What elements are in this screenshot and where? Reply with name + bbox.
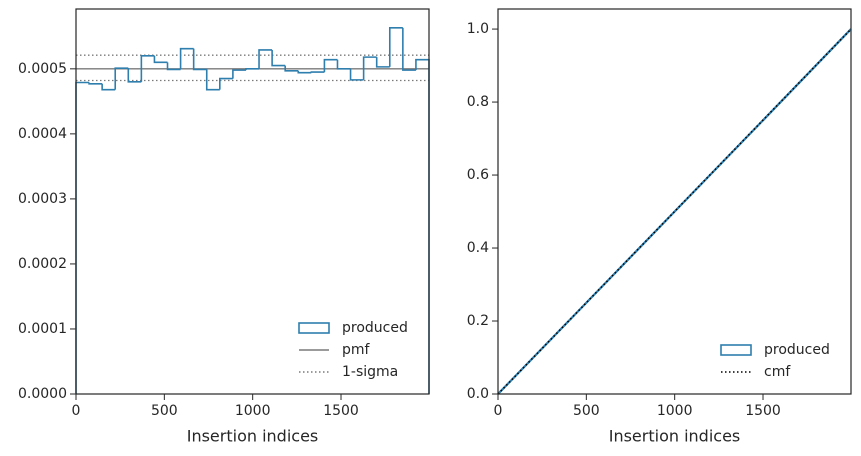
histogram-step — [219, 77, 233, 90]
x-tick-label: 1000 — [657, 403, 693, 419]
y-tick-label: 0.0000 — [18, 386, 67, 402]
histogram-step — [101, 83, 116, 91]
x-tick-label: 500 — [151, 403, 178, 419]
legend-label: produced — [342, 320, 408, 336]
line — [497, 28, 852, 395]
legend-swatch — [720, 344, 752, 356]
histogram-step — [205, 69, 220, 91]
legend-label: cmf — [764, 364, 791, 380]
histogram-step — [415, 58, 430, 394]
y-tick-label: 0.0004 — [18, 126, 67, 142]
y-tick-label: 0.0001 — [18, 321, 67, 337]
y-tick-label: 1.0 — [467, 21, 489, 37]
histogram-step — [310, 71, 325, 73]
x-tick-label: 1000 — [235, 403, 271, 419]
histogram-step — [271, 49, 286, 67]
y-tick-label: 0.8 — [467, 94, 489, 110]
y-tick-label: 0.4 — [467, 240, 489, 256]
axes-frame — [497, 8, 852, 395]
histogram-step — [114, 67, 129, 90]
histogram-step — [140, 55, 155, 82]
histogram-step — [75, 81, 90, 394]
histogram-step — [179, 47, 194, 70]
x-tick-label: 0 — [494, 403, 503, 419]
histogram-step — [375, 57, 390, 68]
axes-frame — [75, 8, 430, 395]
histogram-step — [166, 62, 181, 71]
legend-label: 1-sigma — [342, 364, 398, 380]
y-tick-label: 0.6 — [467, 167, 489, 183]
legend-label: produced — [764, 342, 830, 358]
histogram-step — [88, 82, 103, 85]
histogram-step — [153, 55, 168, 64]
histogram-step — [245, 68, 260, 71]
histogram-step — [388, 27, 403, 67]
histogram-step — [297, 70, 312, 74]
histogram-step — [336, 59, 351, 70]
y-tick-label: 0.0 — [467, 386, 489, 402]
legend-swatch — [298, 322, 330, 334]
histogram-step — [258, 49, 273, 69]
y-tick-label: 0.0002 — [18, 256, 67, 272]
x-tick-label: 1500 — [323, 403, 359, 419]
x-tick-label: 500 — [573, 403, 600, 419]
histogram-step — [284, 65, 299, 72]
histogram-step — [127, 68, 142, 83]
histogram-step — [362, 56, 377, 80]
x-axis-label: Insertion indices — [187, 427, 319, 446]
x-tick-label: 0 — [72, 403, 81, 419]
x-axis-label: Insertion indices — [609, 427, 741, 446]
histogram-step — [323, 58, 338, 73]
y-tick-label: 0.0005 — [18, 61, 67, 77]
histogram-step — [192, 48, 207, 71]
histogram-step — [232, 69, 246, 79]
histogram-step — [402, 27, 416, 71]
x-tick-label: 1500 — [745, 403, 781, 419]
histogram-step — [349, 68, 364, 81]
y-tick-label: 0.2 — [467, 313, 489, 329]
legend-label: pmf — [342, 342, 371, 358]
y-tick-label: 0.0003 — [18, 191, 67, 207]
